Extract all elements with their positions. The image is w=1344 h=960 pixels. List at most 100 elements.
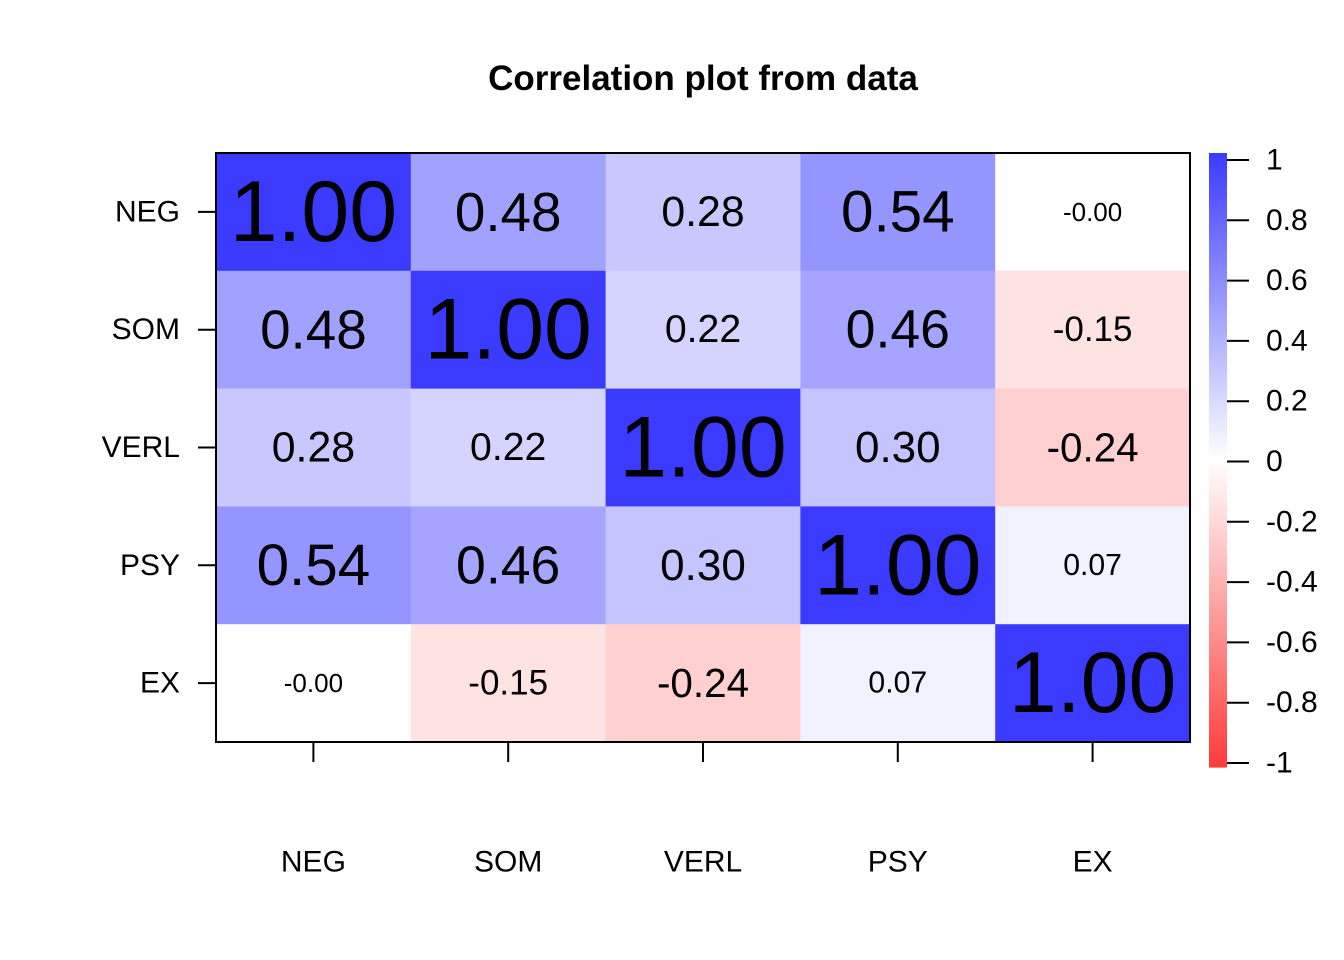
color-scale-segment <box>1209 275 1227 280</box>
heatmap-cell <box>216 388 412 507</box>
heatmap-cell <box>995 624 1191 743</box>
color-scale-segment <box>1209 374 1227 378</box>
color-scale-segment <box>1209 294 1227 298</box>
color-scale-segment <box>1209 616 1227 621</box>
color-scale-segment <box>1209 647 1227 651</box>
color-scale-segment <box>1209 334 1227 338</box>
color-scale-segment <box>1209 260 1227 265</box>
color-scale-segment <box>1209 159 1227 163</box>
color-scale-segment <box>1209 306 1227 311</box>
heatmap-cell <box>216 624 412 743</box>
color-scale-segment <box>1209 435 1227 440</box>
color-scale-segment <box>1209 628 1227 633</box>
color-scale-segment <box>1209 533 1227 538</box>
color-scale-segment <box>1209 763 1227 768</box>
color-scale-segment <box>1209 208 1227 212</box>
color-scale-segment <box>1209 214 1227 219</box>
heatmap-cell <box>410 153 607 272</box>
color-scale-segment <box>1209 693 1227 697</box>
color-scale-segment <box>1209 604 1227 608</box>
heatmap-cell <box>800 153 996 272</box>
color-scale-segment <box>1209 496 1227 501</box>
heatmap-cell <box>995 153 1191 272</box>
color-scale-segment <box>1209 702 1227 707</box>
color-scale-segment <box>1209 162 1227 166</box>
color-scale-segment <box>1209 223 1227 228</box>
color-scale-segment <box>1209 493 1227 498</box>
color-scale-segment <box>1209 484 1227 489</box>
cell-value-label: 0.30 <box>660 541 746 590</box>
color-scale-segment <box>1209 300 1227 305</box>
color-scale-segment <box>1209 266 1227 271</box>
color-scale-segment <box>1209 650 1227 655</box>
color-scale-segment <box>1209 238 1227 243</box>
color-scale-segment <box>1209 281 1227 286</box>
color-scale-segment <box>1209 506 1227 510</box>
color-scale-segment <box>1209 288 1227 292</box>
color-scale-segment <box>1209 343 1227 348</box>
color-scale-segment <box>1209 269 1227 274</box>
color-scale-segment <box>1209 530 1227 535</box>
color-scale-segment <box>1209 641 1227 645</box>
heatmap-cell <box>605 624 801 743</box>
color-scale-segment <box>1209 398 1227 403</box>
cell-value-label: 0.07 <box>868 667 927 700</box>
color-scale-segment <box>1209 552 1227 556</box>
cell-value-label: 0.48 <box>260 299 367 361</box>
color-scale-segment <box>1209 450 1227 455</box>
color-scale-segment <box>1209 456 1227 461</box>
color-scale-segment <box>1209 714 1227 719</box>
color-scale-segment <box>1209 349 1227 354</box>
color-scale-segment <box>1209 324 1227 329</box>
color-scale-segment <box>1209 355 1227 360</box>
cell-value-label: 1.00 <box>619 400 786 496</box>
color-scale-segment <box>1209 272 1227 277</box>
color-scale-segment <box>1209 156 1227 160</box>
heatmap-cell <box>216 506 412 625</box>
color-scale-segment <box>1209 613 1227 618</box>
color-scale-segment <box>1209 242 1227 246</box>
cell-value-label: -0.24 <box>1047 425 1139 471</box>
heatmap-cell <box>800 506 996 625</box>
color-scale-segment <box>1209 754 1227 759</box>
color-scale-segment <box>1209 681 1227 685</box>
cell-value-label: 1.00 <box>425 282 592 378</box>
color-scale-segment <box>1209 331 1227 335</box>
color-scale-segment <box>1209 392 1227 397</box>
column-tick-label: SOM <box>474 846 542 879</box>
column-tick-label: PSY <box>868 846 928 879</box>
heatmap-cell <box>800 270 996 390</box>
color-scale-segment <box>1209 441 1227 446</box>
color-scale-segment <box>1209 585 1227 590</box>
color-scale-segment <box>1209 180 1227 185</box>
color-scale-segment <box>1209 195 1227 200</box>
heatmap-cell <box>605 506 801 625</box>
color-scale-segment <box>1209 183 1227 188</box>
color-scale-segment <box>1209 417 1227 421</box>
color-scale-segment <box>1209 634 1227 639</box>
color-scale-segment <box>1209 549 1227 553</box>
heatmap-cell <box>410 624 607 743</box>
color-scale-segment <box>1209 555 1227 559</box>
color-scale-segment <box>1209 720 1227 725</box>
heatmap-cell <box>995 506 1191 625</box>
color-scale-tick-label: -1 <box>1266 747 1293 780</box>
cell-value-label: -0.15 <box>468 664 548 703</box>
cell-value-label: 0.28 <box>661 188 744 236</box>
color-scale-segment <box>1209 674 1227 679</box>
color-scale-segment <box>1209 625 1227 630</box>
color-scale-tick-label: 0.4 <box>1266 324 1308 357</box>
color-scale-segment <box>1209 579 1227 584</box>
color-scale-segment <box>1209 444 1227 449</box>
color-scale-segment <box>1209 622 1227 627</box>
color-scale-segment <box>1209 711 1227 716</box>
color-scale-segment <box>1209 420 1227 424</box>
color-scale-segment <box>1209 291 1227 295</box>
cell-value-label: 0.22 <box>470 426 546 469</box>
color-scale-segment <box>1209 297 1227 301</box>
color-scale-segment <box>1209 653 1227 658</box>
color-scale-segment <box>1209 413 1227 418</box>
color-scale-segment <box>1209 536 1227 541</box>
chart-title: Correlation plot from data <box>488 59 918 98</box>
heatmap-cell <box>410 506 607 625</box>
